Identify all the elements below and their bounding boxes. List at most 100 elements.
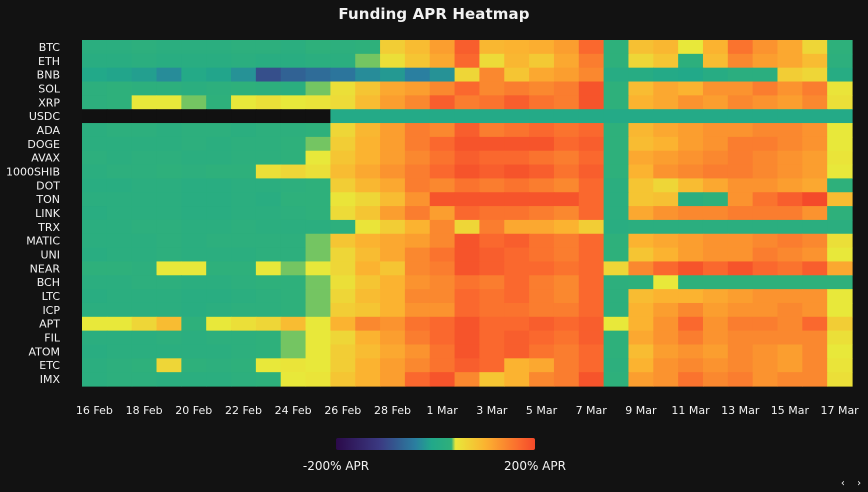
- heatmap-cell[interactable]: [802, 164, 828, 179]
- heatmap-cell[interactable]: [255, 261, 282, 276]
- heatmap-cell[interactable]: [255, 123, 282, 138]
- heatmap-cell[interactable]: [702, 81, 729, 96]
- heatmap-cell[interactable]: [156, 206, 182, 221]
- heatmap-cell[interactable]: [777, 150, 803, 166]
- heatmap-cell[interactable]: [355, 358, 381, 373]
- heatmap-cell[interactable]: [702, 40, 729, 55]
- heatmap-cell[interactable]: [777, 53, 803, 69]
- heatmap-cell[interactable]: [429, 330, 456, 346]
- heatmap-cell[interactable]: [131, 95, 158, 110]
- heatmap-cell[interactable]: [653, 358, 679, 373]
- heatmap-cell[interactable]: [653, 192, 679, 207]
- heatmap-cell[interactable]: [305, 178, 331, 193]
- heatmap-cell[interactable]: [131, 344, 158, 359]
- heatmap-cell[interactable]: [206, 275, 232, 290]
- heatmap-cell[interactable]: [380, 95, 406, 110]
- heatmap-cell[interactable]: [702, 109, 729, 124]
- heatmap-cell[interactable]: [529, 233, 555, 249]
- heatmap-cell[interactable]: [504, 53, 530, 69]
- heatmap-cell[interactable]: [355, 95, 381, 110]
- heatmap-cell[interactable]: [628, 344, 654, 359]
- heatmap-cell[interactable]: [529, 81, 555, 96]
- heatmap-cell[interactable]: [802, 289, 828, 304]
- heatmap-cell[interactable]: [305, 192, 331, 207]
- heatmap-cell[interactable]: [553, 316, 580, 332]
- heatmap-cell[interactable]: [578, 261, 605, 276]
- heatmap-cell[interactable]: [305, 358, 331, 373]
- heatmap-cell[interactable]: [479, 53, 505, 69]
- heatmap-cell[interactable]: [653, 123, 679, 138]
- heatmap-cell[interactable]: [653, 67, 679, 83]
- heatmap-cell[interactable]: [702, 192, 729, 207]
- heatmap-cell[interactable]: [156, 123, 182, 138]
- heatmap-cell[interactable]: [255, 344, 282, 359]
- heatmap-cell[interactable]: [653, 81, 679, 96]
- heatmap-cell[interactable]: [106, 372, 133, 387]
- heatmap-cell[interactable]: [702, 123, 729, 138]
- heatmap-cell[interactable]: [429, 233, 456, 249]
- heatmap-cell[interactable]: [106, 330, 133, 346]
- heatmap-cell[interactable]: [702, 206, 729, 221]
- heatmap-cell[interactable]: [603, 206, 630, 221]
- heatmap-cell[interactable]: [355, 372, 381, 387]
- heatmap-cell[interactable]: [305, 247, 331, 263]
- heatmap-cell[interactable]: [603, 150, 630, 166]
- heatmap-cell[interactable]: [82, 123, 108, 138]
- heatmap-cell[interactable]: [529, 192, 555, 207]
- heatmap-cell[interactable]: [404, 40, 431, 55]
- heatmap-cell[interactable]: [231, 247, 257, 263]
- heatmap-cell[interactable]: [206, 53, 232, 69]
- heatmap-cell[interactable]: [330, 316, 356, 332]
- heatmap-cell[interactable]: [777, 40, 803, 55]
- heatmap-cell[interactable]: [156, 192, 182, 207]
- heatmap-cell[interactable]: [628, 178, 654, 193]
- heatmap-cell[interactable]: [529, 316, 555, 332]
- heatmap-cell[interactable]: [678, 358, 704, 373]
- heatmap-cell[interactable]: [827, 289, 853, 304]
- heatmap-cell[interactable]: [206, 247, 232, 263]
- heatmap-cell[interactable]: [206, 316, 232, 332]
- heatmap-cell[interactable]: [628, 302, 654, 318]
- heatmap-cell[interactable]: [355, 289, 381, 304]
- heatmap-cell[interactable]: [702, 95, 729, 110]
- heatmap-cell[interactable]: [678, 150, 704, 166]
- heatmap-cell[interactable]: [330, 81, 356, 96]
- heatmap-cell[interactable]: [653, 261, 679, 276]
- heatmap-cell[interactable]: [529, 178, 555, 193]
- heatmap-cell[interactable]: [305, 150, 331, 166]
- heatmap-cell[interactable]: [653, 372, 679, 387]
- heatmap-cell[interactable]: [181, 233, 207, 249]
- heatmap-cell[interactable]: [578, 53, 605, 69]
- heatmap-cell[interactable]: [305, 206, 331, 221]
- heatmap-cell[interactable]: [280, 192, 307, 207]
- heatmap-cell[interactable]: [404, 206, 431, 221]
- heatmap-cell[interactable]: [181, 109, 207, 124]
- heatmap-cell[interactable]: [355, 123, 381, 138]
- heatmap-cell[interactable]: [156, 316, 182, 332]
- heatmap-cell[interactable]: [355, 136, 381, 152]
- heatmap-cell[interactable]: [404, 123, 431, 138]
- heatmap-cell[interactable]: [231, 233, 257, 249]
- heatmap-cell[interactable]: [777, 302, 803, 318]
- heatmap-cell[interactable]: [156, 330, 182, 346]
- heatmap-cell[interactable]: [181, 289, 207, 304]
- heatmap-cell[interactable]: [578, 136, 605, 152]
- heatmap-cell[interactable]: [727, 247, 754, 263]
- heatmap-cell[interactable]: [404, 344, 431, 359]
- heatmap-cell[interactable]: [752, 289, 779, 304]
- heatmap-cell[interactable]: [355, 261, 381, 276]
- heatmap-cell[interactable]: [678, 289, 704, 304]
- heatmap-cell[interactable]: [653, 206, 679, 221]
- heatmap-cell[interactable]: [752, 40, 779, 55]
- heatmap-cell[interactable]: [206, 233, 232, 249]
- heatmap-cell[interactable]: [454, 302, 481, 318]
- heatmap-cell[interactable]: [355, 316, 381, 332]
- heatmap-cell[interactable]: [578, 192, 605, 207]
- heatmap-cell[interactable]: [131, 81, 158, 96]
- heatmap-cell[interactable]: [330, 330, 356, 346]
- heatmap-cell[interactable]: [305, 53, 331, 69]
- heatmap-cell[interactable]: [603, 81, 630, 96]
- heatmap-cell[interactable]: [181, 330, 207, 346]
- heatmap-cell[interactable]: [454, 330, 481, 346]
- heatmap-cell[interactable]: [454, 95, 481, 110]
